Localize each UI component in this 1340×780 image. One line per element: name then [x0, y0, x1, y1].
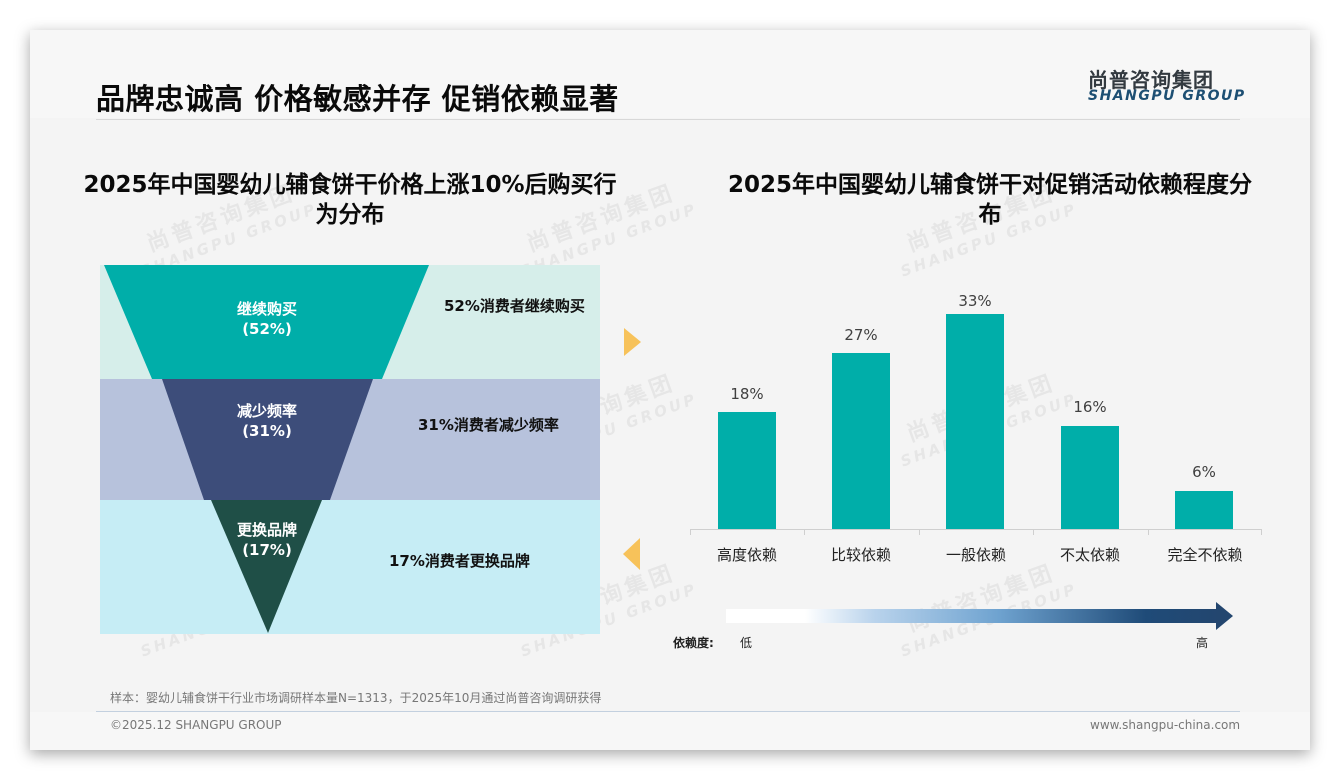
bar-high-reliance — [718, 412, 776, 529]
bar-low-reliance — [1061, 426, 1119, 529]
arrow-left-icon — [623, 538, 640, 570]
bar-chart-title: 2025年中国婴幼儿辅食饼干对促销活动依赖程度分 布 — [727, 172, 1252, 228]
funnel-chart-title: 2025年中国婴幼儿辅食饼干价格上涨10%后购买行 为分布 — [83, 172, 617, 228]
source-note: 样本：婴幼儿辅食饼干行业市场调研样本量N=1313，于2025年10月通过尚普咨… — [110, 691, 602, 705]
funnel-label-continue: 继续购买 (52%) — [236, 300, 297, 338]
logo-chinese: 尚普咨询集团 — [1088, 68, 1214, 92]
bar-value: 18% — [730, 385, 764, 403]
bar-moderate-reliance — [946, 314, 1004, 529]
funnel-desc-reduce: 31%消费者减少频率 — [418, 416, 559, 434]
funnel-desc-continue: 52%消费者继续购买 — [444, 297, 585, 315]
website-link[interactable]: www.shangpu-china.com — [1090, 718, 1241, 732]
scale-label: 依赖度: — [673, 636, 714, 650]
logo-english: SHANGPU GROUP — [1088, 88, 1246, 104]
scale-high: 高 — [1196, 636, 1209, 650]
funnel-shapes — [104, 265, 429, 633]
bar-fairly-reliant — [832, 353, 890, 529]
arrow-right-icon — [624, 328, 641, 356]
bar-category: 完全不依赖 — [1167, 546, 1243, 564]
funnel-segment-switch — [211, 500, 322, 633]
bar-category: 不太依赖 — [1059, 546, 1120, 564]
x-axis — [690, 529, 1262, 530]
bar-value: 6% — [1192, 463, 1216, 481]
funnel-chart: 继续购买 (52%) 减少频率 (31%) 更换品牌 (17%) 52%消费者继… — [100, 265, 600, 635]
funnel-segment-continue — [104, 265, 429, 379]
slide: 品牌忠诚高 价格敏感并存 促销依赖显著 尚普咨询集团 SHANGPU GROUP… — [30, 30, 1310, 750]
scale-low: 低 — [740, 636, 753, 650]
bar-no-reliance — [1175, 491, 1233, 529]
bar-category: 一般依赖 — [945, 546, 1006, 564]
bar-chart: 18% 高度依赖 27% 比较依赖 33% 一般依赖 16% 不太依赖 6% 完… — [690, 290, 1262, 570]
header-band — [30, 30, 1310, 118]
arrow-head-icon — [1216, 602, 1233, 630]
funnel-label-switch: 更换品牌 (17%) — [236, 521, 297, 559]
funnel-band-switch — [100, 500, 600, 634]
reliance-scale-arrow — [726, 602, 1233, 630]
title-divider — [96, 119, 1240, 120]
bar-category: 高度依赖 — [716, 546, 777, 564]
copyright: ©2025.12 SHANGPU GROUP — [110, 718, 282, 732]
bar-value: 16% — [1073, 398, 1107, 416]
bar-value: 27% — [844, 326, 878, 344]
footer-band — [30, 712, 1310, 750]
funnel-label-reduce: 减少频率 (31%) — [236, 402, 297, 440]
page-title: 品牌忠诚高 价格敏感并存 促销依赖显著 — [96, 82, 619, 116]
funnel-segment-reduce — [162, 379, 373, 500]
footer-divider — [96, 711, 1240, 712]
bar-category: 比较依赖 — [830, 546, 891, 564]
bar-value: 33% — [958, 292, 992, 310]
funnel-desc-switch: 17%消费者更换品牌 — [389, 552, 530, 570]
